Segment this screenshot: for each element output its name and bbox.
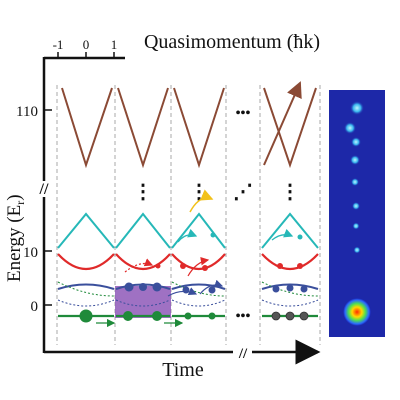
vertical-dots-3: ⋮ [280,181,300,203]
gray-points [271,311,309,321]
green-point-3 [152,311,162,321]
gray-point-1 [271,311,281,321]
red-point-4 [277,263,283,269]
high-band-3 [173,87,225,169]
top-tick-label-minus1: -1 [53,37,64,52]
red-band-1 [57,253,115,270]
diagonal-dots: ⋰ [233,181,253,203]
blue-point-5 [208,286,216,294]
top-tick-label-1: 1 [111,37,118,52]
high-band-1 [61,87,113,169]
absorption-image-background [329,90,385,337]
blue-dotted-1 [57,299,115,307]
blue-point-1 [124,282,134,292]
gray-point-2 [285,311,295,321]
red-point-5 [297,263,303,269]
cyan-bands [57,212,319,249]
gray-point-3 [299,311,309,321]
absorption-image [329,90,385,337]
cyan-band-2 [115,212,171,249]
blue-band-1 [57,283,115,290]
y-axis-title-sub: r [13,201,27,205]
green-point-2 [123,311,133,321]
blue-dotted-3 [171,299,226,307]
cyan-band-1 [57,212,115,249]
green-point-5 [208,312,216,320]
absorption-image-tint [329,90,385,337]
cloud-2 [344,122,356,134]
blue-point-2 [139,283,147,291]
red-arrow-2 [187,257,210,277]
y-tick-label-110: 110 [16,104,38,120]
cloud-3 [351,137,361,147]
cloud-1 [350,101,364,115]
y-axis-title-main: Energy (E [4,205,25,282]
cyan-point-1 [210,232,216,238]
red-band-4 [261,253,319,270]
blue-point-3 [152,282,162,292]
y-tick-label-10: 10 [23,245,38,261]
cyan-arrow-2 [271,228,294,241]
green-point-1 [79,309,93,323]
blue-point-4 [182,286,190,294]
high-bands [61,81,317,169]
yellow-arrow [189,189,214,213]
cyan-points [210,232,303,240]
top-tick-label-0: 0 [83,37,90,52]
red-point-3 [202,265,208,271]
high-band-transition-arrow [263,81,302,166]
cloud-4 [350,155,360,165]
vertical-dots-1: ⋮ [133,181,153,203]
cloud-6 [352,202,360,210]
blue-points [124,282,308,294]
blue-point-7 [286,284,294,292]
blue-dotted-2 [115,299,171,307]
y-tick-label-0: 0 [31,299,39,315]
panel-dividers [56,85,321,345]
red-point-1 [155,263,161,269]
green-dotted-3 [261,281,319,297]
ellipsis-bottom: ••• [236,309,251,324]
green-dotted-bands [57,281,319,297]
y-axis-title: Energy (Er) [4,194,27,282]
blue-arrow-2 [199,279,224,295]
vertical-dots-2: ⋮ [189,181,209,203]
cloud-8 [353,246,361,254]
x-axis-break: // [238,346,248,362]
cyan-band-3 [171,212,226,249]
top-axis-title: Quasimomentum (ħk) [144,31,320,53]
red-bands [57,253,319,270]
red-arrow-1 [124,258,154,273]
y-axis-title-close: ) [4,194,25,200]
green-dotted-1 [57,281,115,297]
main-cloud [343,298,371,326]
cyan-point-2 [297,234,303,240]
green-point-4 [184,312,192,320]
red-points [155,263,303,271]
high-band-4 [263,87,317,169]
blue-dotted-bands [57,299,319,307]
red-band-2 [115,253,171,270]
axes: -1 0 1 Quasimomentum (ħk) // 110 10 0 En… [4,31,321,381]
blue-dotted-4 [261,299,319,307]
red-band-3 [171,253,226,270]
ellipsis-top: ••• [236,106,251,121]
green-dotted-2 [171,281,226,297]
cyan-band-4 [261,212,319,249]
blue-point-6 [272,285,280,293]
x-axis-title: Time [162,359,204,381]
green-points [79,309,216,323]
red-point-2 [180,263,186,269]
cloud-7 [352,222,360,230]
cloud-5 [351,178,359,186]
blue-arrow-1 [167,287,198,297]
cyan-arrow-1 [177,228,198,243]
y-axis-break: // [39,181,49,198]
high-band-2 [117,87,169,169]
blue-point-8 [300,285,308,293]
